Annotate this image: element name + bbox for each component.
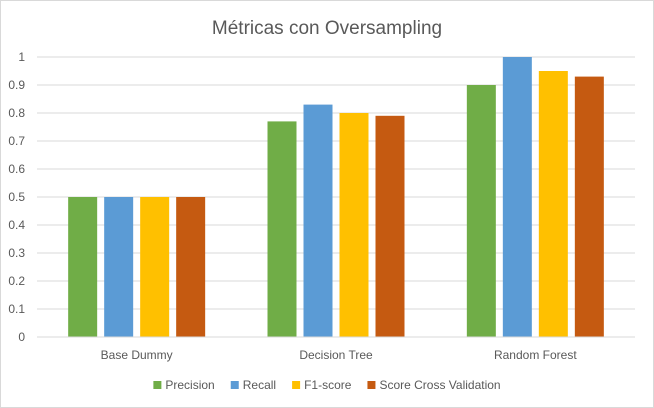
bar-f1-score-2 — [339, 113, 369, 337]
legend-swatch — [230, 381, 239, 389]
bar-score-cross-validation-2 — [375, 115, 405, 337]
y-tick-label: 0.1 — [8, 302, 25, 316]
legend-label: Recall — [243, 378, 276, 392]
x-category-label: Decision Tree — [299, 348, 373, 362]
bar-f1-score-1 — [140, 197, 170, 337]
bar-f1-score-3 — [538, 71, 568, 337]
legend-swatch — [292, 381, 301, 389]
bar-recall-2 — [303, 104, 333, 337]
bar-precision-2 — [267, 121, 297, 338]
x-axis-category-labels: Base Dummy Decision Tree Random Forest — [101, 348, 578, 362]
bar-precision-1 — [68, 197, 98, 337]
legend-swatch — [153, 381, 162, 389]
y-tick-label: 0.2 — [8, 274, 25, 288]
x-category-label: Base Dummy — [101, 348, 173, 362]
y-tick-label: 0.4 — [8, 218, 25, 232]
bar-precision-3 — [466, 85, 496, 337]
y-tick-label: 0.9 — [8, 78, 25, 92]
y-tick-label: 1 — [18, 50, 25, 64]
legend-swatch — [367, 381, 376, 389]
x-category-label: Random Forest — [494, 348, 577, 362]
bar-score-cross-validation-3 — [574, 76, 604, 337]
bar-recall-1 — [104, 197, 134, 337]
bars — [68, 57, 604, 338]
y-axis-tick-labels: 0 0.1 0.2 0.3 0.4 0.5 0.6 0.7 0.8 0.9 1 — [8, 50, 25, 344]
gridlines — [37, 56, 635, 310]
bar-score-cross-validation-1 — [176, 197, 206, 337]
y-tick-label: 0.8 — [8, 106, 25, 120]
bar-recall-3 — [502, 57, 532, 337]
y-tick-label: 0.5 — [8, 190, 25, 204]
legend-label: Precision — [165, 378, 214, 392]
legend-label: Score Cross Validation — [379, 378, 500, 392]
y-tick-label: 0.3 — [8, 246, 25, 260]
y-tick-label: 0 — [18, 330, 25, 344]
legend: Precision Recall F1-score Score Cross Valid… — [153, 378, 501, 392]
y-tick-label: 0.7 — [8, 134, 25, 148]
y-tick-label: 0.6 — [8, 162, 25, 176]
chart-title: Métricas con Oversampling — [212, 18, 442, 39]
legend-label: F1-score — [304, 378, 352, 392]
